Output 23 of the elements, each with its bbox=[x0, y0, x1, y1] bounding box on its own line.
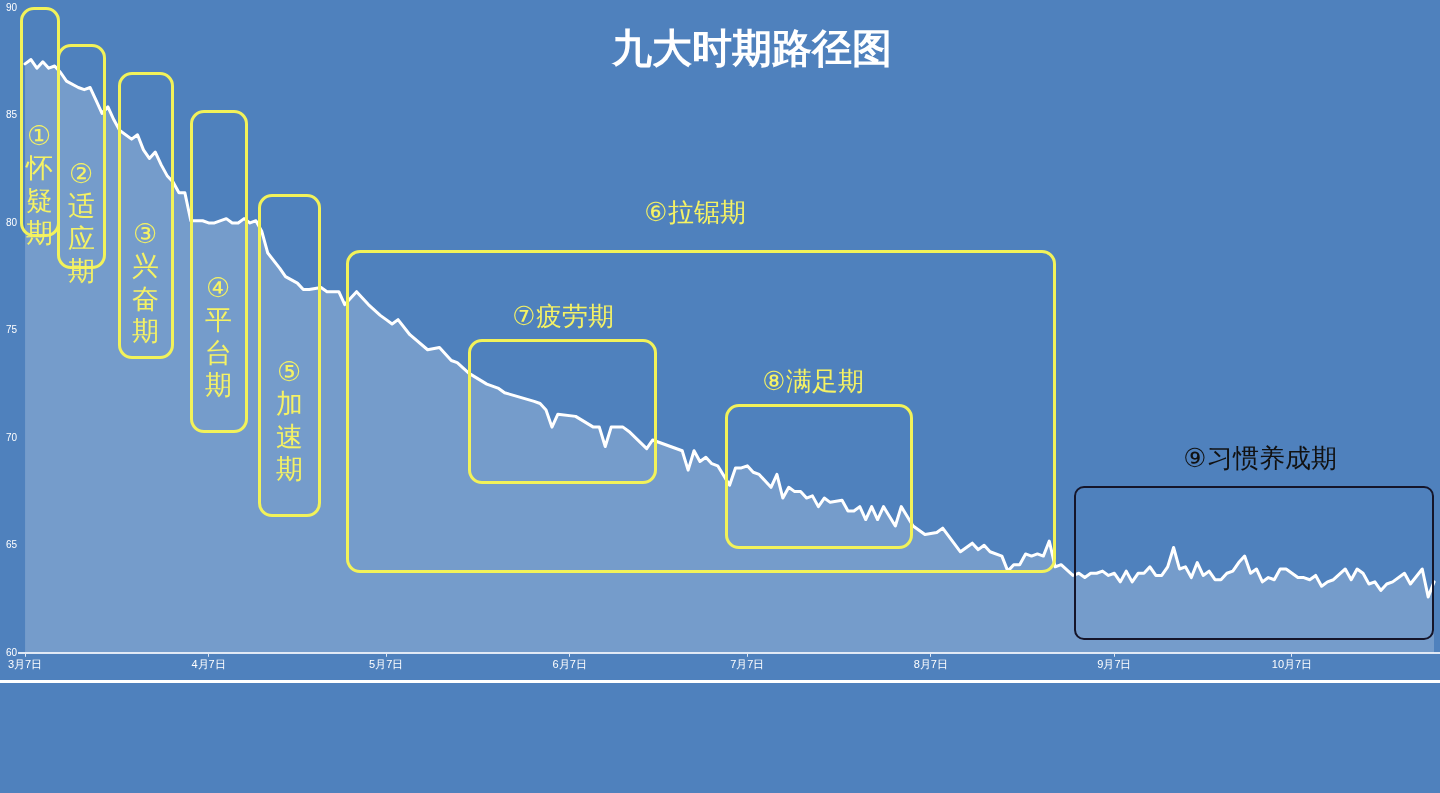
annotation: ⑦疲劳期 bbox=[512, 299, 614, 333]
y-tick-label: 85 bbox=[6, 109, 18, 121]
annotation: ⑥拉锯期 bbox=[644, 195, 746, 229]
x-tick-label: 5月7日 bbox=[369, 658, 404, 671]
y-tick-label: 70 bbox=[6, 431, 18, 443]
x-tick-label: 9月7日 bbox=[1097, 658, 1132, 671]
y-tick-label: 80 bbox=[6, 216, 18, 228]
x-tick-label: 10月7日 bbox=[1271, 658, 1313, 671]
annotation: ③兴奋期 bbox=[131, 218, 159, 348]
y-tick-label: 75 bbox=[6, 324, 18, 336]
x-tick-label: 8月7日 bbox=[913, 658, 948, 671]
annotation: ⑨习惯养成期 bbox=[1183, 441, 1337, 475]
y-tick-label: 65 bbox=[6, 539, 18, 551]
y-tick-label: 90 bbox=[6, 1, 18, 13]
y-tick-label: 60 bbox=[6, 646, 18, 658]
annotation: ⑤加速期 bbox=[275, 356, 303, 486]
text: 九大时期路径图 bbox=[612, 23, 892, 73]
x-tick-label: 3月7日 bbox=[7, 658, 43, 671]
x-tick-label: 7月7日 bbox=[730, 658, 765, 671]
annotation: ⑧满足期 bbox=[762, 364, 864, 398]
annotation: ④平台期 bbox=[204, 272, 232, 402]
x-tick-label: 6月7日 bbox=[552, 658, 587, 671]
x-tick-label: 4月7日 bbox=[191, 658, 226, 671]
